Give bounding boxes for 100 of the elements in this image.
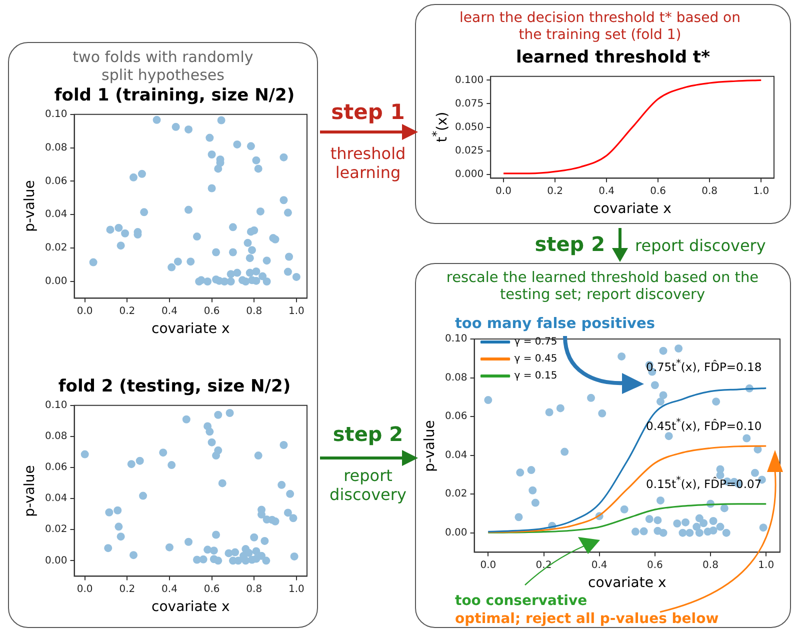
y-tick-label: 0.02	[45, 524, 68, 536]
x-tick-label: 1.0	[288, 306, 304, 317]
point	[673, 520, 682, 528]
point	[182, 415, 190, 424]
point	[254, 452, 262, 460]
y-tick-label: 0.00	[45, 276, 68, 288]
point	[659, 346, 668, 355]
point	[252, 547, 260, 556]
y-tick-label: 0.06	[45, 462, 68, 474]
point	[712, 398, 720, 406]
text: step 1	[330, 100, 406, 126]
y-tick-label: 0.100	[454, 74, 484, 86]
point	[159, 448, 168, 457]
x-tick-label: 0.8	[246, 306, 262, 317]
x-tick-label: 0.8	[702, 186, 718, 197]
x-tick-label: 0.8	[246, 584, 262, 595]
point	[105, 508, 114, 516]
x-tick-label: 1.0	[753, 186, 770, 197]
x-axis-title: covariate x	[152, 321, 230, 338]
point	[556, 404, 564, 412]
x-tick-label: 1.0	[758, 560, 774, 571]
line-series	[487, 445, 767, 533]
point	[514, 513, 523, 522]
point	[214, 556, 222, 565]
point	[130, 551, 138, 560]
x-tick-label: 0.6	[204, 584, 220, 595]
point	[284, 508, 292, 517]
point	[678, 528, 687, 537]
point	[210, 546, 218, 555]
point	[598, 409, 606, 418]
point	[278, 480, 286, 489]
y-tick-label: 0.08	[45, 431, 68, 442]
text: threshold learning	[329, 144, 407, 182]
chart-subtitle: two folds with randomly split hypotheses	[72, 48, 254, 84]
point	[262, 556, 270, 565]
text: optimal; reject all p-values below	[455, 611, 720, 628]
point	[650, 381, 659, 390]
y-tick-label: 0.02	[445, 488, 468, 500]
point	[531, 498, 540, 507]
x-tick-label: 0.8	[702, 560, 718, 571]
point	[618, 352, 626, 360]
point	[587, 394, 595, 402]
point	[280, 440, 288, 449]
y-tick-label: 0.10	[45, 400, 68, 411]
text: report discovery	[328, 466, 408, 504]
point	[659, 391, 668, 400]
point	[184, 538, 193, 546]
chart-title: rescale the learned threshold based on the testing set; report discovery	[445, 270, 760, 305]
y-axis-title: p-value	[22, 464, 38, 517]
point	[709, 526, 718, 534]
y-tick-label: 0.06	[45, 176, 68, 187]
text: too conservative	[455, 593, 588, 610]
point	[290, 552, 298, 560]
point	[686, 528, 694, 537]
point	[640, 527, 648, 536]
point	[199, 555, 208, 564]
text: too many false positives	[455, 316, 656, 334]
point	[208, 438, 216, 446]
point	[750, 468, 759, 477]
point	[716, 522, 724, 531]
point	[231, 548, 240, 556]
point	[114, 522, 123, 531]
point	[759, 524, 768, 532]
x-axis-title: covariate x	[593, 201, 672, 218]
x-tick-label: 0.6	[646, 560, 663, 571]
point	[286, 490, 294, 498]
y-tick-label: 0.04	[45, 493, 68, 504]
point	[527, 466, 536, 474]
point	[289, 514, 298, 522]
point	[545, 408, 554, 416]
x-tick-label: 0.0	[76, 306, 93, 317]
y-tick-label: 0.06	[445, 411, 468, 422]
point	[700, 519, 708, 528]
point	[218, 479, 226, 488]
line-series	[502, 79, 762, 174]
point	[709, 516, 718, 525]
point	[271, 517, 280, 526]
point	[212, 530, 220, 539]
x-tick-label: 0.4	[162, 306, 178, 317]
point	[168, 461, 176, 470]
x-tick-label: 0.6	[204, 306, 220, 317]
point	[260, 536, 269, 545]
point	[484, 396, 492, 404]
point	[165, 543, 174, 552]
point	[250, 533, 258, 542]
point	[560, 448, 569, 456]
y-tick-label: 0.00	[445, 527, 468, 538]
point	[116, 532, 125, 541]
x-tick-label: 0.4	[591, 560, 608, 571]
point	[212, 452, 220, 460]
annotation: 0.15t$^{*}$(x), FD̂P=0.07	[646, 475, 763, 492]
point	[664, 432, 673, 440]
point	[214, 410, 222, 419]
point	[528, 486, 537, 494]
x-tick-label: 0.0	[496, 186, 512, 197]
y-tick-label: 0.08	[445, 372, 468, 384]
point	[620, 505, 628, 514]
point	[654, 516, 662, 524]
point	[104, 544, 112, 552]
y-tick-label: 0.02	[45, 242, 68, 254]
